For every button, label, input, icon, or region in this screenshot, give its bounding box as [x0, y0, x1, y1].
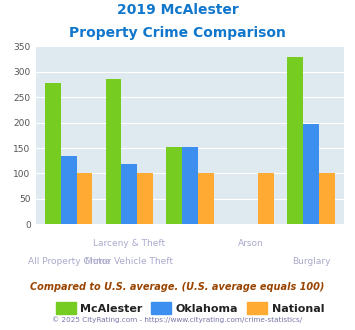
Bar: [106, 79, 121, 224]
Text: Property Crime Comparison: Property Crime Comparison: [69, 26, 286, 40]
Bar: [121, 164, 137, 224]
Bar: [61, 156, 77, 224]
Bar: [319, 174, 335, 224]
Bar: [137, 174, 153, 224]
Text: 2019 McAlester: 2019 McAlester: [117, 3, 238, 17]
Bar: [182, 147, 198, 224]
Bar: [258, 174, 274, 224]
Text: Arson: Arson: [237, 239, 263, 248]
Text: Burglary: Burglary: [292, 257, 330, 266]
Text: Motor Vehicle Theft: Motor Vehicle Theft: [85, 257, 173, 266]
Text: © 2025 CityRating.com - https://www.cityrating.com/crime-statistics/: © 2025 CityRating.com - https://www.city…: [53, 317, 302, 323]
Text: Compared to U.S. average. (U.S. average equals 100): Compared to U.S. average. (U.S. average …: [30, 282, 325, 292]
Bar: [303, 124, 319, 224]
Text: Larceny & Theft: Larceny & Theft: [93, 239, 165, 248]
Legend: McAlester, Oklahoma, National: McAlester, Oklahoma, National: [51, 298, 329, 318]
Bar: [166, 147, 182, 224]
Bar: [45, 83, 61, 224]
Bar: [77, 174, 92, 224]
Bar: [198, 174, 214, 224]
Text: All Property Crime: All Property Crime: [28, 257, 110, 266]
Bar: [288, 57, 303, 224]
